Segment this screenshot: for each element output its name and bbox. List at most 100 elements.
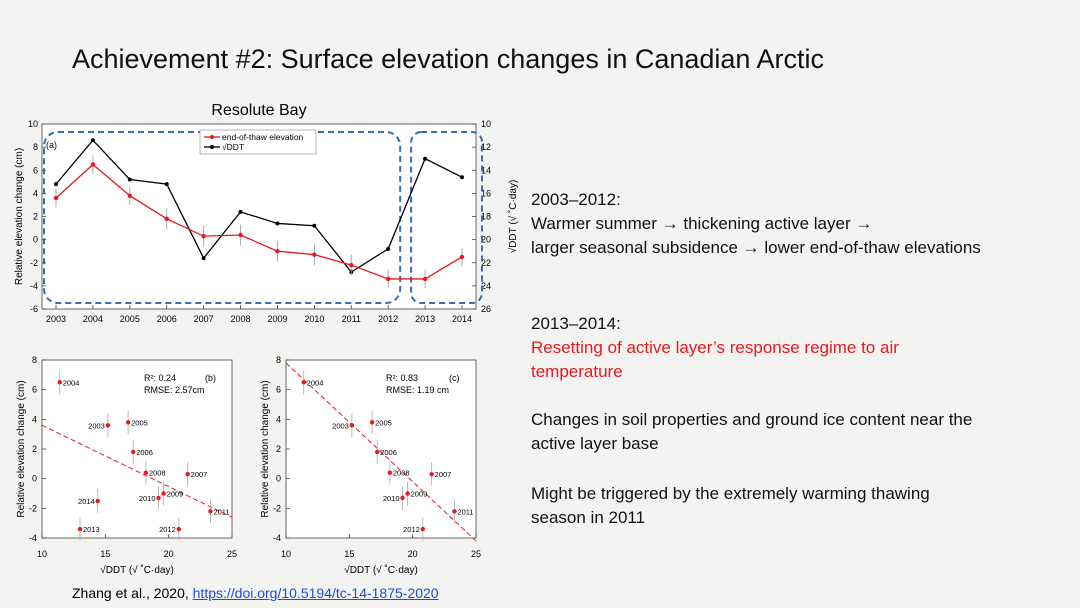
- point-label-b: 2009: [167, 490, 184, 499]
- y-tick-label-c: 2: [276, 444, 281, 454]
- x-axis-label-b: √DDT (√ ˚C·day): [100, 564, 174, 576]
- y2-tick-label-a: 24: [481, 281, 491, 291]
- y-tick-label-c: 0: [276, 474, 281, 484]
- point-c: [349, 423, 355, 428]
- point-label-c: 2007: [435, 470, 452, 479]
- legend-label-ddt: √DDT: [222, 142, 244, 152]
- block2-red-line1: Resetting of active layer’s response reg…: [531, 338, 899, 357]
- y-tick-label-a: 0: [33, 235, 38, 245]
- point-elevation: [53, 195, 59, 201]
- y-tick-label-b: 6: [32, 385, 37, 395]
- x-tick-label-b: 10: [37, 549, 47, 559]
- point-elevation: [164, 216, 169, 222]
- chart-c: -4 -2 0 2 4 6 8 10 15 20 25 √DDT (√ ˚C·day) Relative…: [260, 355, 481, 576]
- y2-tick-label-a: 14: [481, 165, 491, 175]
- point-label-b: 2005: [131, 418, 148, 427]
- plot-area-b: [41, 359, 233, 539]
- block3-line2: active layer base: [531, 434, 659, 453]
- rmse-label-c: RMSE: 1.19 cm: [386, 385, 449, 395]
- point-b: [143, 470, 149, 475]
- plot-area-c: [285, 359, 477, 539]
- point-ddt: [238, 209, 243, 214]
- point-label-b: 2006: [136, 448, 153, 457]
- block1-line2: larger seasonal subsidence → lower end-o…: [531, 238, 981, 257]
- x-tick-label-a: 2010: [304, 314, 324, 324]
- x-tick-label-c: 10: [281, 549, 291, 559]
- point-label-b: 2013: [83, 525, 100, 534]
- x-tick-label-a: 2007: [194, 314, 214, 324]
- x-tick-label-a: 2006: [157, 314, 177, 324]
- point-label-b: 2008: [149, 469, 166, 478]
- x-tick-label-b: 15: [100, 549, 110, 559]
- legend-marker-ddt: [210, 145, 214, 149]
- r2-label-c: R²: 0.83: [386, 373, 418, 383]
- y-tick-label-c: 4: [276, 414, 281, 424]
- plot-area-a: [41, 123, 477, 310]
- dashed-box-2013-2014: [410, 131, 483, 304]
- citation: Zhang et al., 2020, https://doi.org/10.5…: [72, 585, 439, 601]
- y2-tick-label-a: 16: [481, 188, 491, 198]
- x-tick-label-a: 2004: [83, 314, 103, 324]
- point-elevation: [385, 276, 391, 282]
- point-b: [185, 472, 190, 477]
- panel-label-c: (c): [449, 373, 460, 383]
- block2-heading: 2013–2014:: [531, 314, 621, 333]
- y-axis-label-b: Relative elevation change (cm): [16, 380, 27, 517]
- point-elevation: [422, 276, 428, 282]
- y2-axis-label-a: √DDT (√ ˚C·day): [507, 180, 519, 254]
- y-tick-label-b: 0: [32, 474, 37, 484]
- x-tick-label-a: 2003: [46, 314, 66, 324]
- block4-line1: Might be triggered by the extremely warm…: [531, 484, 930, 503]
- panel-label-a: (a): [46, 140, 57, 150]
- citation-link[interactable]: https://doi.org/10.5194/tc-14-1875-2020: [192, 585, 439, 601]
- point-label-c: 2012: [403, 525, 420, 534]
- y-tick-label-c: -4: [273, 533, 281, 543]
- citation-text: Zhang et al., 2020,: [72, 585, 193, 601]
- point-label-b: 2010: [139, 494, 156, 503]
- point-label-c: 2006: [380, 448, 397, 457]
- point-label-c: 2010: [383, 494, 400, 503]
- y-tick-label-a: -6: [30, 304, 38, 314]
- legend-label-elevation: end-of-thaw elevation: [222, 132, 304, 142]
- point-c: [429, 472, 434, 477]
- point-b: [156, 495, 161, 501]
- point-label-b: 2012: [159, 525, 176, 534]
- point-b: [161, 491, 166, 496]
- fit-line-b: [41, 424, 233, 518]
- text-block-trigger: Might be triggered by the extremely warm…: [531, 482, 930, 530]
- point-ddt: [460, 175, 464, 180]
- x-tick-label-c: 25: [471, 549, 481, 559]
- slide-title: Achievement #2: Surface elevation change…: [72, 44, 824, 74]
- rmse-label-b: RMSE: 2.57cm: [144, 385, 205, 395]
- fit-line-c: [285, 362, 477, 542]
- x-tick-label-c: 15: [344, 549, 354, 559]
- point-c: [452, 509, 457, 514]
- y2-tick-label-a: 18: [481, 212, 491, 222]
- point-ddt: [312, 223, 317, 228]
- x-axis-label-c: √DDT (√ ˚C·day): [344, 564, 418, 576]
- point-c: [375, 449, 380, 455]
- point-c: [405, 491, 410, 496]
- point-b: [105, 423, 111, 428]
- point-elevation: [90, 162, 96, 167]
- x-tick-label-a: 2011: [342, 314, 361, 324]
- point-elevation: [349, 262, 354, 268]
- y-axis-label-a: Relative elevation change (cm): [14, 148, 25, 285]
- point-ddt: [201, 256, 206, 261]
- block1-line1: Warmer summer → thickening active layer …: [531, 214, 873, 233]
- chart-b: -4 -2 0 2 4 6 8 10 15 20 25 √DDT (√ ˚C·day) Relative…: [16, 355, 237, 576]
- x-tick-label-a: 2014: [452, 314, 472, 324]
- point-ddt: [127, 177, 132, 182]
- y2-tick-label-a: 20: [481, 235, 491, 245]
- panel-label-b: (b): [205, 373, 216, 383]
- y-tick-label-a: -4: [30, 281, 38, 291]
- point-c: [420, 526, 425, 532]
- y-tick-label-b: 2: [32, 444, 37, 454]
- point-b: [131, 449, 136, 455]
- block4-line2: season in 2011: [531, 508, 646, 527]
- point-ddt: [423, 156, 428, 161]
- legend-marker-elevation: [210, 135, 214, 139]
- y-tick-label-b: 8: [32, 355, 37, 365]
- point-b: [77, 526, 83, 532]
